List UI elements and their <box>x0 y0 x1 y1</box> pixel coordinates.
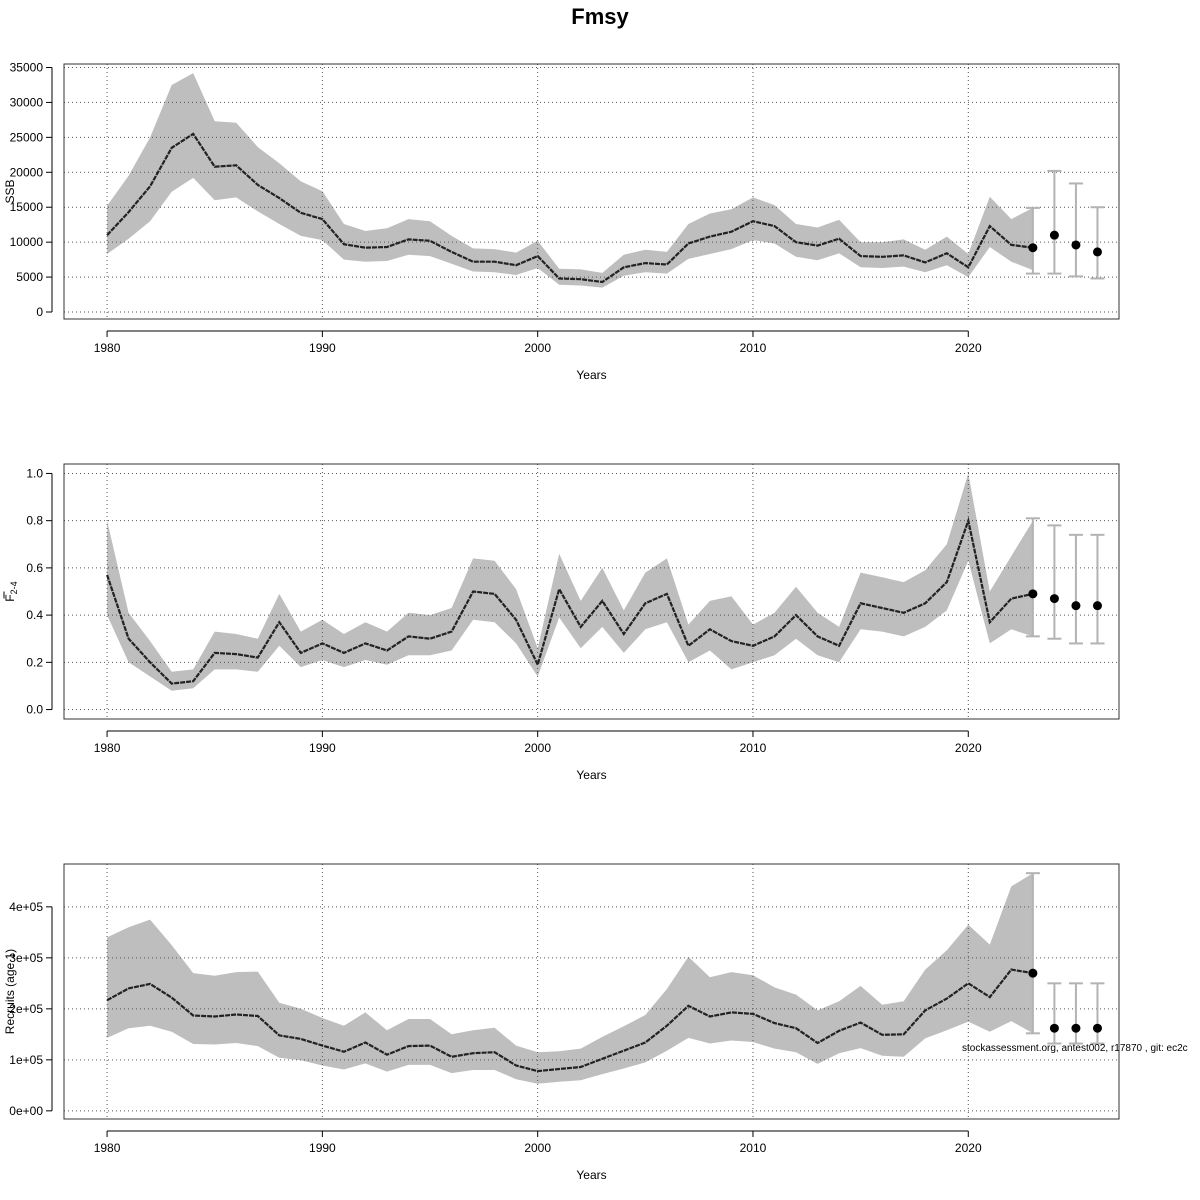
y-tick-label: 0.0 <box>26 703 43 717</box>
x-tick-label: 2020 <box>955 1141 982 1155</box>
x-tick-label: 2010 <box>740 341 767 355</box>
x-tick-label: 2020 <box>955 341 982 355</box>
x-tick-label: 2010 <box>740 1141 767 1155</box>
x-tick-label: 1980 <box>94 341 121 355</box>
plot-frame <box>63 863 1120 1120</box>
y-tick-label: 10000 <box>10 235 44 249</box>
forecast-point <box>1049 594 1059 604</box>
forecast-point <box>1028 968 1038 978</box>
y-tick-label: 0 <box>36 305 43 319</box>
forecast-point <box>1092 1023 1102 1033</box>
y-tick-label: 0e+00 <box>9 1104 43 1118</box>
y-tick-label: 35000 <box>10 60 44 74</box>
forecast-point <box>1092 247 1102 257</box>
panel-2: 1980 1990 2000 2010 2020 Years 0.0 0.2 0.4 0.6 0.8… <box>3 463 1120 782</box>
forecast-point <box>1028 243 1038 253</box>
x-tick-label: 2020 <box>955 741 982 755</box>
y-tick-label: 2e+05 <box>9 1002 43 1016</box>
y-tick-label: 25000 <box>10 130 44 144</box>
x-tick-label: 2000 <box>524 1141 551 1155</box>
forecast-point <box>1071 240 1081 250</box>
x-tick-label: 2000 <box>524 341 551 355</box>
y-tick-label: 20000 <box>10 165 44 179</box>
estimate-line <box>106 968 1034 1073</box>
panel-1: 1980 1990 2000 2010 2020 Years 0 5000 10000 15000… <box>3 60 1120 382</box>
y-tick-label: 0.6 <box>26 561 43 575</box>
y-tick-label: 5000 <box>16 270 43 284</box>
y-tick-label: 15000 <box>10 200 44 214</box>
confidence-band <box>107 73 1033 288</box>
confidence-band <box>107 873 1033 1084</box>
y-tick-label: 4e+05 <box>9 900 43 914</box>
forecast-point <box>1092 601 1102 611</box>
y-tick-label: 0.2 <box>26 655 43 669</box>
x-axis-title: Years <box>576 768 606 782</box>
x-tick-label: 2010 <box>740 741 767 755</box>
x-tick-label: 1990 <box>309 1141 336 1155</box>
x-tick-label: 1980 <box>94 741 121 755</box>
forecast-point <box>1071 601 1081 611</box>
y-tick-label: 3e+05 <box>9 951 43 965</box>
forecast-point <box>1071 1023 1081 1033</box>
forecast-point <box>1049 1023 1059 1033</box>
x-tick-label: 1990 <box>309 341 336 355</box>
y-tick-label: 30000 <box>10 95 44 109</box>
y-axis-title: Recruits (age 1) <box>3 949 17 1034</box>
forecast-point <box>1049 230 1059 240</box>
y-tick-label: 1.0 <box>26 466 43 480</box>
x-tick-label: 1980 <box>94 1141 121 1155</box>
footnote: stockassessment.org, antest002, r17870 ,… <box>962 1043 1188 1054</box>
x-axis-title: Years <box>576 368 606 382</box>
plot-frame <box>63 463 1120 720</box>
y-axis-title: SSB <box>3 179 17 203</box>
estimate-line <box>106 132 1034 284</box>
y-axis-title: F2-4 <box>3 581 19 601</box>
confidence-band <box>107 473 1033 691</box>
estimate-line <box>106 516 1034 685</box>
panel-3: 1980 1990 2000 2010 2020 Years 0e+00 1e+05 2e+05… <box>3 863 1120 1182</box>
forecast-point <box>1028 589 1038 599</box>
y-tick-label: 0.4 <box>26 608 43 622</box>
plot-frame <box>63 63 1120 320</box>
y-tick-label: 1e+05 <box>9 1053 43 1067</box>
panels-group: 1980 1990 2000 2010 2020 Years 0 5000 10000 15000… <box>3 60 1120 1182</box>
chart-title: Fmsy <box>571 4 629 29</box>
x-tick-label: 1990 <box>309 741 336 755</box>
x-axis-title: Years <box>576 1168 606 1182</box>
x-tick-label: 2000 <box>524 741 551 755</box>
y-tick-label: 0.8 <box>26 514 43 528</box>
